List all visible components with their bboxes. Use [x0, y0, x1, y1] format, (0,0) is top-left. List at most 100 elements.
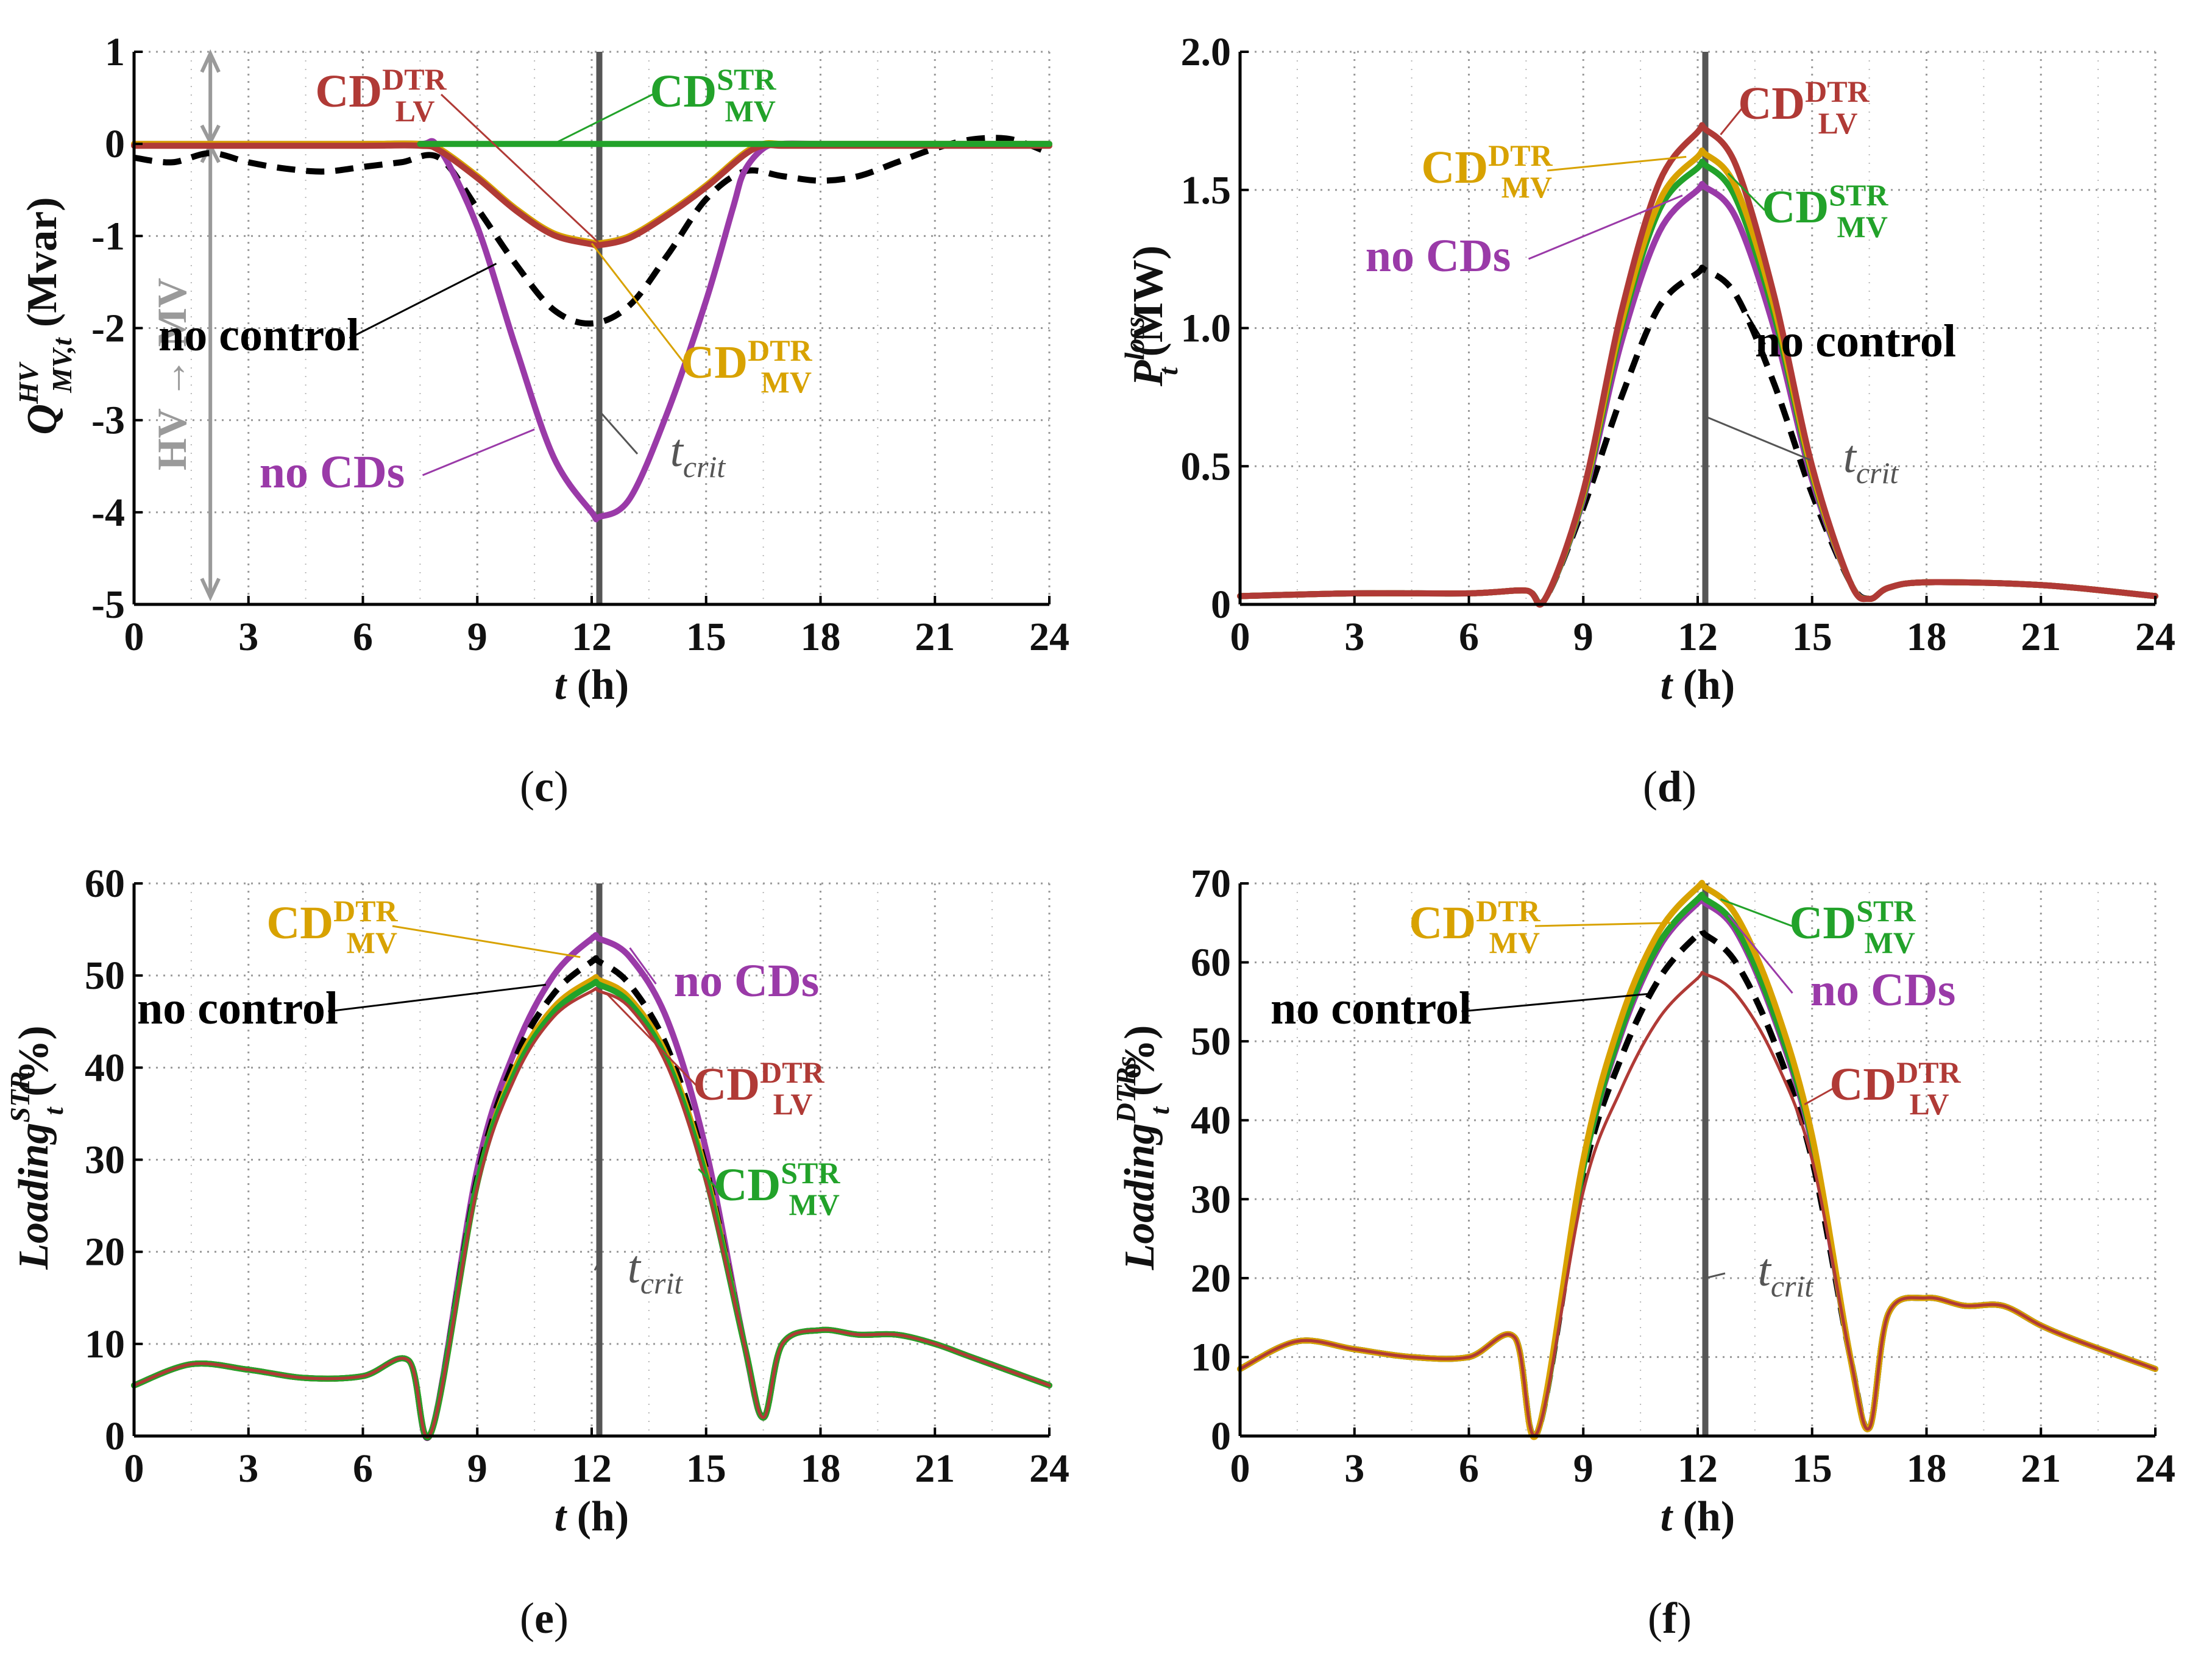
series-label-no-control: no control	[158, 263, 497, 361]
series-label-text: CDSTR MV	[714, 1156, 840, 1222]
x-tick-label: 24	[1029, 1446, 1069, 1491]
caption-e: (e)	[520, 1594, 569, 1643]
y-axis-label-sup: STR	[4, 1071, 35, 1122]
series-label-sub: MV	[789, 1187, 840, 1222]
series-label-text: no control	[1755, 316, 1956, 367]
x-tick-label: 12	[1678, 615, 1718, 659]
x-tick-label: 9	[467, 1446, 487, 1491]
series-label-base: CD	[1829, 1059, 1896, 1110]
chart-panel-d: 0 3 6 9 12 15 18 21 24 0 0.5 1.0 1.5 2.0 t (h) Plosst (…	[1106, 0, 2212, 762]
series-label-text: CDDTR MV	[1409, 894, 1540, 960]
y-tick-label: 10	[85, 1322, 125, 1367]
y-tick-label: 20	[85, 1230, 125, 1275]
x-tick-label: 9	[1573, 615, 1593, 659]
x-axis-label: t (h)	[1661, 1493, 1735, 1540]
series-label-leader-line	[1705, 1272, 1726, 1279]
x-tick-label: 0	[1230, 1446, 1250, 1491]
series-label-base: CD	[1409, 897, 1476, 949]
y-axis-label-unit: (%)	[1116, 1025, 1163, 1107]
series-line-cd-lv-dtr	[1238, 971, 2157, 1437]
series-label-base: t	[670, 425, 684, 476]
x-tick-label: 21	[2021, 1446, 2061, 1491]
y-axis-label: LoadingSTRt (%)	[4, 1025, 69, 1270]
series-line-no-control	[133, 135, 1051, 327]
series-label-text: tcrit	[1843, 431, 1899, 490]
y-tick-label: 30	[1191, 1177, 1231, 1222]
y-axis-label-unit: (Mvar)	[19, 197, 66, 338]
x-tick-label: 12	[1678, 1446, 1718, 1491]
series-label-sub: MV	[1865, 925, 1915, 960]
series-label-t-crit: tcrit	[1705, 1245, 1813, 1303]
x-tick-label: 18	[801, 1446, 841, 1491]
caption-d: (d)	[1642, 762, 1696, 811]
series-label-sub: MV	[347, 925, 397, 960]
x-tick-label: 0	[124, 615, 144, 659]
x-tick-label: 15	[686, 1446, 726, 1491]
x-tick-label: 18	[801, 615, 841, 659]
series-label-leader-line	[349, 263, 497, 339]
x-tick-label: 3	[1344, 1446, 1364, 1491]
series-label-leader-line	[590, 242, 687, 366]
y-tick-label: 0	[1211, 582, 1231, 627]
y-axis-label-unit: (MW)	[1125, 246, 1172, 367]
chart-panel-e: 0 3 6 9 12 15 18 21 24 0 10 20 30 40 50 60 t (h) LoadingS…	[0, 832, 1106, 1593]
series-label-text: CDSTR MV	[1762, 178, 1888, 244]
series-label-no-control: no control	[1746, 314, 1956, 367]
y-axis-label: Plosst (MW)	[1119, 246, 1183, 387]
series-label-cd-mv-str: CDSTR MV	[1720, 894, 1916, 960]
x-tick-label: 12	[572, 615, 612, 659]
series-label-leader-line	[1720, 106, 1745, 135]
x-tick-label: 18	[1907, 615, 1947, 659]
x-axis-label-unit: (h)	[1672, 662, 1735, 709]
plot-area	[134, 883, 1049, 1436]
series-label-sup: STR	[1829, 178, 1888, 212]
y-tick-label: 50	[85, 953, 125, 998]
x-axis-label-var: t	[1661, 1493, 1674, 1540]
series-label-sup: DTR	[748, 333, 812, 367]
series-label-base: CD	[650, 66, 717, 117]
series-label-no-cds: no CDs	[260, 428, 535, 498]
series-label-sup: DTR	[1476, 894, 1540, 928]
series-label-leader-line	[392, 925, 581, 958]
series-label-sub: MV	[761, 365, 812, 399]
hv-mv-arrow-top-head-icon	[200, 49, 221, 73]
y-tick-label: 1	[105, 30, 125, 74]
y-tick-label: 10	[1191, 1335, 1231, 1379]
series-label-sub: MV	[1837, 210, 1888, 244]
x-tick-label: 15	[686, 615, 726, 659]
series-label-sub: MV	[1489, 925, 1540, 960]
chart-c-svg: HV → MV 0 3 6 9 12 15 18 21 24 -5 -4 -3 -2 -1 0 1 t (h) QH…	[13, 30, 1069, 709]
series-label-text: CDSTR MV	[1789, 894, 1916, 960]
y-tick-label: 0	[105, 122, 125, 166]
y-tick-label: 40	[1191, 1098, 1231, 1143]
y-axis-label-var: Loading	[10, 1123, 57, 1270]
series-label-cd-lv-dtr: CDDTR LV	[315, 62, 600, 244]
x-tick-label: 0	[124, 1446, 144, 1491]
x-tick-label: 15	[1792, 1446, 1832, 1491]
y-axis-label-sub: t	[38, 1106, 69, 1115]
series-label-base: t	[1758, 1245, 1772, 1296]
hv-mv-annotation: HV → MV	[149, 278, 195, 470]
series-group	[1237, 122, 2158, 608]
series-label-t-crit: tcrit	[598, 410, 726, 484]
x-tick-label: 12	[572, 1446, 612, 1491]
x-tick-label: 6	[1459, 615, 1479, 659]
series-label-base: t	[1843, 431, 1857, 483]
series-label-leader-line	[594, 1261, 600, 1271]
x-tick-label: 24	[2135, 615, 2175, 659]
series-label-no-control: no control	[1271, 983, 1648, 1034]
series-label-text: CDDTR MV	[266, 894, 398, 960]
x-tick-label: 3	[238, 1446, 258, 1491]
chart-f-svg: 0 3 6 9 12 15 18 21 24 0 10 20 30 40 50 60 70 t (h) Loadin…	[1110, 861, 2175, 1540]
chart-panel-c: HV → MV 0 3 6 9 12 15 18 21 24 -5 -4 -3 -2 -1 0 1 t (h) QH…	[0, 0, 1106, 762]
y-tick-label: -4	[91, 490, 125, 535]
y-tick-label: 20	[1191, 1256, 1231, 1301]
x-tick-label: 9	[467, 615, 487, 659]
caption-c: (c)	[520, 762, 569, 811]
y-axis-label-sub: MV,t	[46, 337, 77, 393]
series-label-text: CDSTR MV	[650, 62, 776, 128]
series-label-text: no CDs	[674, 955, 820, 1006]
x-axis-label: t (h)	[555, 1493, 629, 1540]
x-axis-label: t (h)	[1661, 662, 1735, 709]
series-label-text: tcrit	[670, 425, 726, 484]
